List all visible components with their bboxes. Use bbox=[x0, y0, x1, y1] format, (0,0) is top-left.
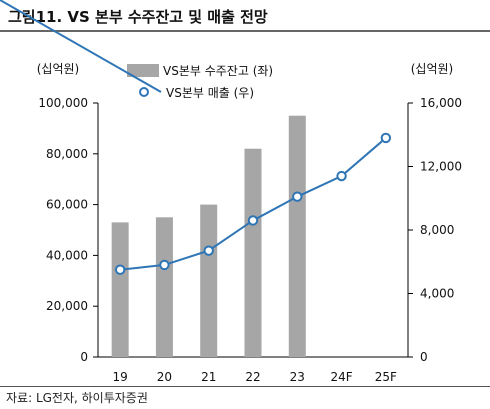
legend: VS본부 수주잔고 (좌) VS본부 매출 (우) bbox=[0, 0, 273, 100]
backlog-bar bbox=[155, 217, 173, 357]
x-tick-label: 25F bbox=[375, 370, 397, 384]
sales-point bbox=[114, 264, 126, 275]
legend-line-label: VS본부 매출 (우) bbox=[166, 86, 254, 100]
figure-title: 그림11. VS 본부 수주잔고 및 매출 전망 bbox=[8, 8, 268, 26]
backlog-bar bbox=[244, 148, 262, 357]
left-tick-label: 80,000 bbox=[46, 147, 88, 161]
legend-line-swatch bbox=[0, 0, 162, 93]
right-tick-label: 12,000 bbox=[420, 160, 462, 174]
sales-line bbox=[114, 132, 392, 275]
legend-bar-label: VS본부 수주잔고 (좌) bbox=[163, 64, 273, 78]
right-axis-unit: (십억원) bbox=[411, 62, 453, 76]
left-axis-unit: (십억원) bbox=[37, 62, 79, 76]
sales-point bbox=[247, 215, 259, 226]
backlog-bar bbox=[288, 115, 306, 357]
left-tick-label: 0 bbox=[80, 350, 88, 364]
legend-bar-swatch bbox=[127, 64, 159, 77]
right-tick-label: 8,000 bbox=[420, 223, 454, 237]
left-tick-label: 60,000 bbox=[46, 198, 88, 212]
right-tick-label: 16,000 bbox=[420, 96, 462, 110]
sales-point bbox=[203, 245, 214, 256]
backlog-bar bbox=[200, 204, 218, 357]
source-note: 자료: LG전자, 하이투자증권 bbox=[6, 391, 148, 405]
x-tick-label: 20 bbox=[157, 370, 172, 384]
x-tick-label: 21 bbox=[201, 370, 216, 384]
x-tick-label: 22 bbox=[245, 370, 260, 384]
backlog-bar bbox=[111, 222, 129, 357]
x-tick-label: 24F bbox=[330, 370, 352, 384]
left-tick-label: 40,000 bbox=[46, 248, 88, 262]
x-tick-label: 19 bbox=[113, 370, 128, 384]
x-tick-label: 23 bbox=[290, 370, 305, 384]
sales-point bbox=[380, 132, 392, 144]
top-rule bbox=[0, 30, 490, 32]
bottom-rule bbox=[0, 386, 490, 387]
sales-point bbox=[292, 191, 303, 202]
tick-labels: 0 20,000 40,000 60,000 80,000 100,000 0 4,000 8,… bbox=[38, 96, 462, 384]
right-tick-label: 4,000 bbox=[420, 287, 454, 301]
legend-line-marker bbox=[139, 87, 149, 97]
bars bbox=[111, 115, 306, 357]
left-tick-label: 100,000 bbox=[38, 96, 88, 110]
sales-point bbox=[336, 170, 347, 182]
right-tick-label: 0 bbox=[420, 350, 428, 364]
left-tick-label: 20,000 bbox=[46, 299, 88, 313]
sales-point bbox=[159, 259, 170, 271]
